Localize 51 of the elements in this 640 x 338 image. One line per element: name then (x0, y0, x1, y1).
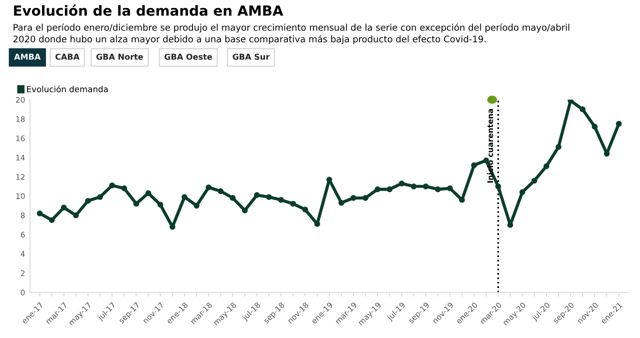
point (60, 204, 67, 211)
point (338, 200, 344, 206)
point (544, 163, 550, 170)
point (495, 183, 502, 190)
point (290, 200, 296, 207)
text: AMBA (14, 54, 41, 60)
point (85, 198, 91, 204)
text: GBA Sur (232, 54, 270, 60)
point (531, 178, 538, 184)
text: GBA Oeste (164, 54, 212, 60)
point (447, 185, 453, 192)
point (459, 196, 465, 203)
point (48, 217, 55, 224)
point (471, 162, 477, 168)
point (73, 212, 79, 218)
point (230, 195, 236, 201)
point (266, 194, 272, 200)
point (133, 200, 140, 207)
point (374, 186, 380, 192)
point (121, 185, 128, 192)
point (254, 192, 260, 198)
text: CABA (55, 54, 80, 60)
point (519, 189, 526, 196)
point (97, 194, 103, 200)
chart-subtitle: Para el período enero/diciembre se produjo el mayor crecimiento mensual de la serie con excepción del período mayo/abril 2020 donde hubo un alza mayor debido a una base comparativa más baja producto del efecto Covid-19. (13, 23, 570, 44)
point (410, 183, 417, 190)
point (194, 202, 200, 209)
point (350, 195, 356, 201)
point (580, 106, 586, 112)
point (182, 194, 188, 200)
point (616, 120, 622, 127)
point (302, 206, 308, 212)
point (556, 144, 562, 150)
text: GBA Norte (96, 54, 143, 60)
point (314, 221, 320, 227)
point (145, 190, 152, 196)
point (206, 184, 212, 190)
point (386, 186, 393, 192)
point (398, 180, 405, 186)
point (278, 196, 284, 203)
point (422, 183, 429, 190)
point (242, 208, 248, 214)
point (362, 195, 368, 201)
point (157, 202, 164, 208)
chart-title: Evolución de la demanda en AMBA (14, 4, 284, 16)
point (592, 124, 598, 130)
point (434, 186, 441, 192)
legend-label: Evolución demanda (27, 85, 108, 92)
point (218, 188, 224, 194)
point (109, 182, 116, 188)
point (36, 210, 43, 216)
